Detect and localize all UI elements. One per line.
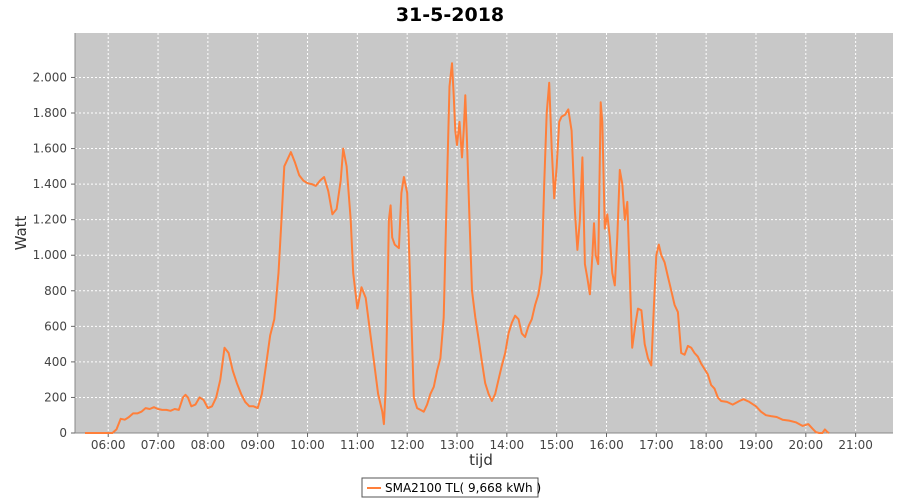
x-tick-label: 17:00 (639, 438, 674, 452)
series-layer (85, 62, 830, 434)
x-tick-label: 19:00 (739, 438, 774, 452)
y-axis-ticks: 0 200 400 600 800 1.000 1.200 1.400 1.600 1.800 2.… (33, 70, 75, 440)
y-tick-label: 200 (44, 390, 67, 404)
series-line (85, 62, 830, 434)
x-tick-label: 10:00 (290, 438, 325, 452)
legend-label: SMA2100 TL( 9,668 kWh ) (385, 481, 541, 495)
y-tick-label: 1.200 (33, 213, 67, 227)
x-tick-label: 13:00 (440, 438, 475, 452)
x-tick-label: 07:00 (141, 438, 176, 452)
x-axis-ticks: 06:00 07:00 08:00 09:00 10:00 11:00 12:00 13:00… (91, 433, 873, 452)
y-tick-label: 600 (44, 319, 67, 333)
grid-lines (75, 33, 893, 434)
y-tick-label: 1.000 (33, 248, 67, 262)
y-tick-label: 1.400 (33, 177, 67, 191)
x-tick-label: 18:00 (689, 438, 724, 452)
y-tick-label: 1.600 (33, 142, 67, 156)
plot-area (75, 33, 893, 433)
y-tick-label: 0 (59, 426, 67, 440)
chart-title: 31-5-2018 (396, 4, 504, 26)
y-axis-label: Watt (12, 215, 30, 250)
y-tick-label: 2.000 (33, 70, 67, 84)
x-tick-label: 12:00 (390, 438, 425, 452)
legend-box (361, 477, 539, 498)
y-tick-label: 800 (44, 284, 67, 298)
x-tick-label: 08:00 (191, 438, 226, 452)
axes (74, 33, 893, 434)
x-axis-label: tijd (469, 451, 493, 469)
x-tick-label: 15:00 (539, 438, 574, 452)
legend: SMA2100 TL( 9,668 kWh ) (361, 477, 541, 498)
x-tick-label: 11:00 (340, 438, 375, 452)
x-tick-label: 20:00 (789, 438, 824, 452)
x-tick-label: 09:00 (240, 438, 275, 452)
y-tick-label: 400 (44, 355, 67, 369)
x-tick-label: 06:00 (91, 438, 126, 452)
x-tick-label: 16:00 (589, 438, 624, 452)
x-tick-label: 14:00 (490, 438, 525, 452)
y-tick-label: 1.800 (33, 106, 67, 120)
x-tick-label: 21:00 (838, 438, 873, 452)
